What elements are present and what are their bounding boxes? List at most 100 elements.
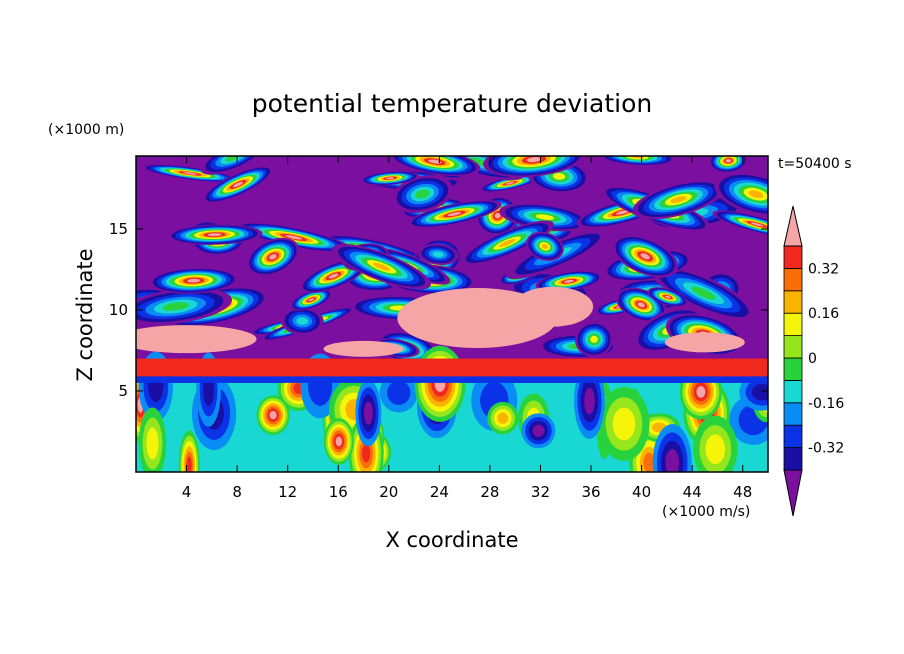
contour-patch [269,410,277,420]
contour-patch [505,181,515,185]
contour-patch [335,436,343,447]
contour-patch [183,172,197,175]
y-tick-label: 15 [109,220,128,238]
x-tick-label: 16 [329,483,348,501]
contour-patch [564,279,574,283]
contour-patch [428,159,442,164]
chart-title: potential temperature deviation [252,89,652,118]
contour-patch [696,386,706,398]
x-tick-label: 24 [430,483,449,501]
contour-patch [447,212,462,217]
x-tick-label: 28 [480,483,499,501]
y-unit-label: (×1000 m) [48,122,124,138]
x-tick-label: 36 [581,483,600,501]
colorbar-segment [783,379,803,404]
contour-patch [498,239,516,248]
x-tick-label: 40 [632,483,651,501]
x-tick-label: 4 [182,483,192,501]
y-tick-label: 5 [118,382,128,400]
colorbar-segment [783,357,803,381]
contour-patch [616,210,630,215]
colorbar-segment [783,402,803,426]
time-label: t=50400 s [778,156,852,172]
x-unit-label: (×1000 m/s) [662,504,750,520]
colorbar-label: 0.32 [808,261,839,277]
contour-patch [526,157,542,163]
contour-patch [691,286,716,300]
contour-patch [186,456,192,472]
x-tick-label: 32 [531,483,550,501]
contour-patch [552,172,566,180]
contour-patch [640,253,650,260]
colorbar-label: 0 [808,351,817,367]
contour-patch [664,332,745,353]
contour-patch [751,383,768,401]
colorbar-segment [783,245,803,269]
colorbar-segment [783,267,803,292]
contour-patch [232,181,244,188]
colorbar-segment [783,312,803,337]
colorbar-label: 0.16 [808,306,839,322]
colorbar-segment [783,424,803,449]
contour-patch [285,235,302,240]
contour-patch [535,214,555,220]
x-axis: 4 8 12 16 20 24 28 32 36 40 44 48 [182,156,752,501]
contour-patch [323,340,404,357]
contour-field [136,156,768,472]
contour-patch [513,286,594,327]
contour-patch [146,427,159,460]
plot-frame [135,155,769,473]
contour-patch [750,222,764,227]
contour-patch [187,278,201,283]
contour-patch [748,190,764,199]
colorbar: 0.32 0.16 0 -0.16 -0.32 [783,205,844,517]
x-tick-label: 48 [733,483,752,501]
colorbar-extend-high [783,205,803,247]
orange-layer [136,358,768,377]
contour-patch [207,233,222,237]
contour-patch [136,325,257,354]
contour-patch [385,177,395,180]
x-axis-label: X coordinate [385,528,518,552]
contour-patch [584,387,595,415]
colorbar-label: -0.32 [808,441,844,457]
x-tick-label: 8 [232,483,242,501]
contour-patch [590,335,598,343]
contour-patch [225,156,241,162]
x-tick-label: 20 [379,483,398,501]
contour-patch [308,298,315,302]
contour-patch [162,302,189,311]
contour-patch [643,452,655,472]
x-tick-label: 44 [683,483,702,501]
colorbar-label: -0.16 [808,396,844,412]
contour-patch [432,251,444,258]
contour-patch [387,380,411,405]
contour-patch [705,434,726,465]
contour-patch [372,262,391,271]
x-tick-label: 12 [278,483,297,501]
contour-patch [415,189,430,199]
contour-patch [494,212,501,219]
colorbar-extend-low [783,469,803,517]
contour-patch [665,449,680,472]
contour-patch [670,196,687,204]
colorbar-segment [783,335,803,359]
y-axis-label: Z coordinate [73,248,97,381]
contour-patch [664,295,671,299]
contour-patch [541,243,549,249]
y-axis: 5 10 15 [109,220,768,400]
contour-patch [363,401,373,425]
contour-patch [361,444,371,463]
contour-patch [532,424,545,437]
contour-patch [497,412,509,424]
field-blobs [136,156,768,472]
colorbar-segment [783,290,803,314]
contour-patch [328,273,339,279]
contour-patch [725,159,732,163]
transition-strip [136,374,768,383]
contour-patch [296,317,309,325]
y-tick-label: 10 [109,301,128,319]
contour-patch [269,254,277,260]
contour-patch [637,302,645,308]
